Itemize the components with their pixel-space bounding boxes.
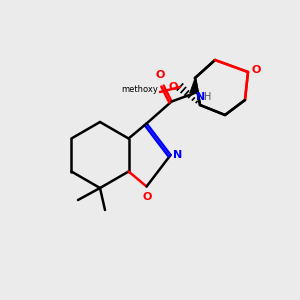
Polygon shape [190, 78, 198, 94]
Text: O: O [143, 191, 152, 202]
Text: methoxy: methoxy [121, 85, 158, 94]
Text: N: N [196, 92, 205, 101]
Text: O: O [252, 65, 261, 75]
Text: O: O [156, 70, 165, 80]
Text: N: N [172, 150, 182, 160]
Text: O: O [169, 82, 178, 92]
Text: H: H [204, 92, 211, 101]
